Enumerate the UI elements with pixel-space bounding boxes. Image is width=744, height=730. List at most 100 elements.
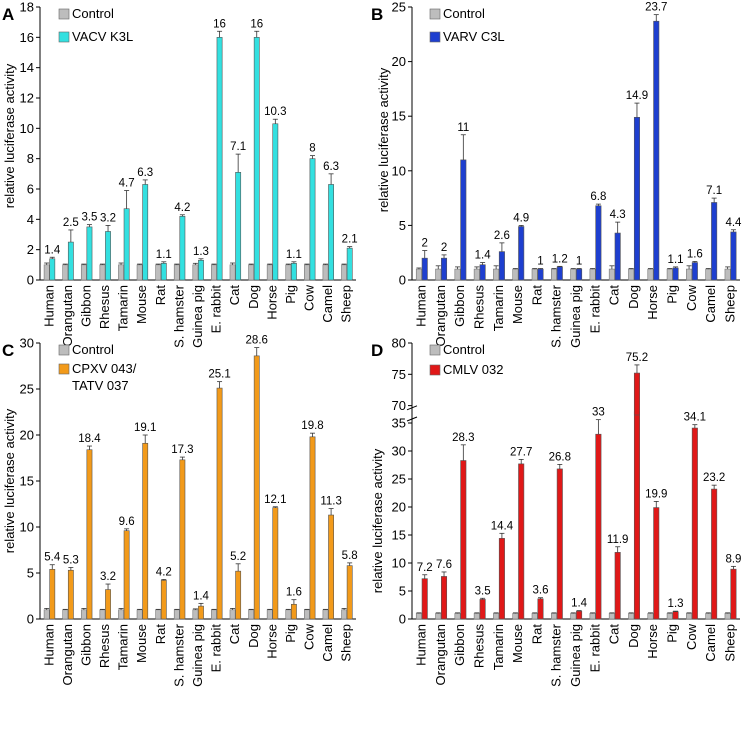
x-tick-label-rhesus: Rhesus <box>97 285 112 330</box>
bar-treatment-e-rabbit <box>595 205 602 281</box>
data-label-e-rabbit: 6.8 <box>590 191 606 203</box>
x-tick-label-horse: Horse <box>264 285 279 320</box>
legend-label-treatment-b: VARV C3L <box>443 29 505 44</box>
data-label-sheep: 4.4 <box>725 217 742 229</box>
legend-swatch-treatment-d <box>429 364 441 376</box>
bar-control-rat <box>155 609 162 620</box>
bar-control-e-rabbit <box>211 609 217 620</box>
axis-break-mark-d <box>406 416 418 422</box>
bar-treatment-sheep <box>730 231 737 281</box>
x-tick-label-e-rabbit: E. rabbit <box>209 624 224 673</box>
y-tick-label-c: 25 <box>20 382 34 397</box>
bar-control-tamarin <box>493 268 500 281</box>
x-tick-label-s-hamster: S. hamster <box>549 623 564 687</box>
y-tick-label-d: 20 <box>392 500 406 515</box>
bar-treatment-tamarin <box>498 251 505 281</box>
bar-treatment-rat <box>537 268 544 281</box>
x-tick-label-horse: Horse <box>645 285 660 320</box>
x-tick-label-horse: Horse <box>645 624 660 659</box>
x-tick-label-cat: Cat <box>607 285 622 306</box>
data-label-tamarin: 4.7 <box>119 178 135 190</box>
data-label-tamarin: 9.6 <box>119 516 135 528</box>
bar-control-guinea-pig <box>570 613 577 620</box>
bar-treatment-rhesus <box>105 231 111 281</box>
x-tick-label-sheep: Sheep <box>722 624 737 662</box>
y-tick-label-a: 14 <box>20 60 34 75</box>
panel-b: B Control VARV C3L relative luciferase a… <box>371 0 742 348</box>
legend-swatch-treatment-a <box>58 31 70 43</box>
plot-area-d: 0 5 10 15 20 25 30 35 70 75 80 7.2 Human 7.6 Orangutan… <box>392 336 742 687</box>
y-tick-label-d: 30 <box>392 444 406 459</box>
bar-treatment-pig <box>672 611 679 620</box>
bar-treatment-e-rabbit <box>216 37 223 281</box>
bar-control-gibbon <box>80 264 87 281</box>
y-tick-label-d: 15 <box>392 528 406 543</box>
data-label-guinea-pig: 1 <box>576 256 582 268</box>
x-tick-label-gibbon: Gibbon <box>78 624 93 666</box>
x-tick-label-orangutan: Orangutan <box>433 285 448 346</box>
data-label-mouse: 27.7 <box>510 446 532 458</box>
data-label-tamarin: 14.4 <box>491 520 514 532</box>
y-tick-label-c: 30 <box>20 336 34 351</box>
bar-control-orangutan <box>435 268 442 281</box>
data-label-cat: 5.2 <box>230 551 246 563</box>
data-label-cow: 8 <box>309 143 315 155</box>
data-label-sheep: 2.1 <box>342 234 358 246</box>
x-tick-label-s-hamster: S. hamster <box>171 284 186 348</box>
bar-control-sheep <box>341 264 348 281</box>
data-label-e-rabbit: 16 <box>213 18 226 30</box>
bar-control-gibbon <box>454 613 461 620</box>
bar-control-rat <box>155 264 162 281</box>
legend-label-control-c: Control <box>72 342 114 357</box>
x-tick-label-horse: Horse <box>264 624 279 659</box>
bar-control-horse <box>647 613 654 620</box>
bar-control-cat <box>608 268 615 281</box>
data-label-dog: 28.6 <box>246 335 268 347</box>
bar-treatment-guinea-pig <box>576 610 583 620</box>
bar-treatment-s-hamster <box>179 459 186 620</box>
x-tick-label-tamarin: Tamarin <box>116 624 131 670</box>
data-label-gibbon: 11 <box>457 122 469 134</box>
data-label-cow: 1.6 <box>687 248 703 260</box>
y-axis-title-d: relative luciferase activity <box>370 448 385 593</box>
bar-treatment-camel <box>328 514 334 620</box>
bar-control-orangutan <box>62 264 69 281</box>
data-label-rat: 1 <box>537 256 543 268</box>
data-label-s-hamster: 4.2 <box>174 202 190 214</box>
x-tick-label-human: Human <box>41 624 56 666</box>
x-tick-label-gibbon: Gibbon <box>452 285 467 327</box>
data-label-orangutan: 2 <box>441 242 447 254</box>
x-tick-label-dog: Dog <box>246 285 261 309</box>
data-label-human: 5.4 <box>44 552 61 564</box>
y-tick-label-b: 20 <box>392 54 406 69</box>
bar-control-rhesus <box>99 264 106 281</box>
bar-control-rat <box>531 613 538 620</box>
legend-label-treatment-d: CMLV 032 <box>443 362 503 377</box>
data-label-dog: 14.9 <box>626 90 648 102</box>
data-label-sheep: 8.9 <box>725 553 741 565</box>
x-tick-label-rhesus: Rhesus <box>97 624 112 669</box>
x-tick-label-orangutan: Orangutan <box>433 624 448 685</box>
data-label-human: 2 <box>422 238 428 250</box>
x-tick-label-camel: Camel <box>703 285 718 323</box>
y-tick-label-b: 0 <box>399 273 406 288</box>
bar-treatment-mouse <box>518 463 525 620</box>
x-tick-label-rhesus: Rhesus <box>472 624 487 669</box>
y-tick-label-b: 10 <box>392 163 406 178</box>
data-label-rhesus: 3.2 <box>100 212 116 224</box>
x-tick-label-cat: Cat <box>227 285 242 306</box>
bar-control-rhesus <box>473 613 480 620</box>
data-label-gibbon: 3.5 <box>81 212 97 224</box>
data-label-guinea-pig: 1.4 <box>571 598 588 610</box>
data-label-pig: 1.6 <box>286 587 302 599</box>
bar-treatment-human <box>49 569 56 620</box>
data-label-guinea-pig: 1.3 <box>193 246 209 258</box>
data-label-rhesus: 3.5 <box>475 585 491 597</box>
bar-control-mouse <box>136 264 143 281</box>
bar-treatment-sheep <box>730 568 737 620</box>
data-label-camel: 6.3 <box>323 161 339 173</box>
data-label-camel: 11.3 <box>320 496 342 508</box>
bar-control-gibbon <box>454 268 461 281</box>
x-tick-label-e-rabbit: E. rabbit <box>587 285 602 334</box>
bar-control-sheep <box>724 613 731 620</box>
